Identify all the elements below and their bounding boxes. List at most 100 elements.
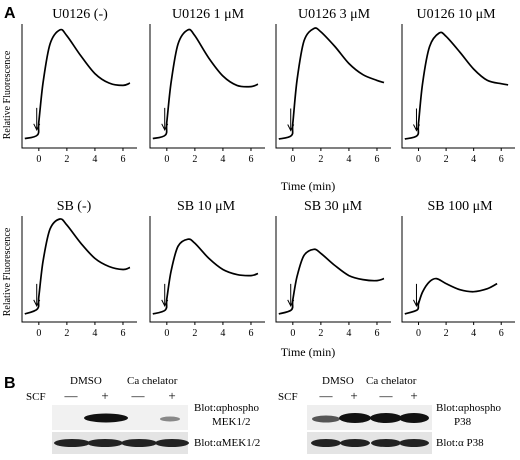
right-blot2-label: Blot:α P38 <box>436 437 484 449</box>
left-dmso-label: DMSO <box>70 375 102 387</box>
x-tick-label: 0 <box>416 328 421 339</box>
fluorescence-trace <box>278 27 385 140</box>
band-mek-3 <box>121 439 157 447</box>
panel-b-letter: B <box>4 375 16 392</box>
fluorescence-plot-5: 0 2 4 6 <box>21 216 137 339</box>
x-tick-label: 0 <box>36 328 41 339</box>
right-chelator-label: Ca chelator <box>366 375 417 387</box>
panel-a-letter: A <box>4 5 16 22</box>
fluorescence-trace <box>152 28 259 140</box>
x-tick-label: 6 <box>374 154 379 165</box>
left-blot1-label-line2: MEK1/2 <box>212 416 251 428</box>
x-axis-label-row1: Time (min) <box>281 179 336 193</box>
x-tick-label: 0 <box>290 328 295 339</box>
band-p38-4 <box>399 439 429 447</box>
panel-b: B DMSO Ca chelator SCF — + — + Blot:αpho… <box>4 375 502 454</box>
left-chelator-label: Ca chelator <box>127 375 178 387</box>
x-tick-label: 4 <box>471 154 476 165</box>
stimulus-arrow <box>161 107 169 131</box>
fluorescence-plot-8: 0 2 4 6 <box>401 216 515 339</box>
x-tick-label: 2 <box>192 154 197 165</box>
fluorescence-trace <box>278 248 385 315</box>
x-tick-label: 4 <box>346 328 351 339</box>
x-tick-label: 0 <box>164 154 169 165</box>
left-blot1-label-line1: Blot:αphospho <box>194 402 260 414</box>
band-p38-1 <box>311 439 341 447</box>
x-tick-label: 4 <box>92 328 97 339</box>
right-sign-1: — <box>319 388 334 403</box>
band-phospho-p38-2 <box>339 413 371 423</box>
right-sign-4: + <box>410 388 417 403</box>
x-tick-label: 2 <box>64 154 69 165</box>
fluorescence-plot-7: 0 2 4 6 <box>275 216 391 339</box>
left-sign-4: + <box>168 388 175 403</box>
fluorescence-plot-4: 0 2 4 6 <box>401 24 515 165</box>
plot-title-u0126-control: U0126 (-) <box>52 7 108 22</box>
plot-title-u0126-1um: U0126 1 μM <box>172 7 245 22</box>
x-tick-label: 2 <box>318 328 323 339</box>
x-tick-label: 0 <box>164 328 169 339</box>
stimulus-arrow <box>33 107 41 131</box>
band-p38-2 <box>340 439 370 447</box>
y-axis-label-row2: Relative Fluorescence <box>2 227 13 316</box>
y-axis-label-row1: Relative Fluorescence <box>2 50 13 139</box>
left-blot2-label: Blot:αMEK1/2 <box>194 437 260 449</box>
x-tick-label: 6 <box>248 328 253 339</box>
plot-title-sb-30um: SB 30 μM <box>304 199 363 214</box>
fluorescence-trace <box>404 277 498 315</box>
x-tick-label: 6 <box>120 328 125 339</box>
x-tick-label: 0 <box>36 154 41 165</box>
fluorescence-trace <box>24 28 131 140</box>
right-dmso-label: DMSO <box>322 375 354 387</box>
plot-axes <box>401 216 515 323</box>
plot-title-sb-10um: SB 10 μM <box>177 199 236 214</box>
chart-grid: 0 2 4 6 0 2 4 6 0 2 4 6 0 2 4 6 0 2 4 6 0 2 4 6 0 2 4 6 0 2 4 6 <box>21 24 515 339</box>
right-blot1-label-line1: Blot:αphospho <box>436 402 502 414</box>
x-tick-label: 0 <box>290 154 295 165</box>
x-tick-label: 4 <box>220 328 225 339</box>
stimulus-arrow <box>33 283 41 308</box>
x-tick-label: 2 <box>444 328 449 339</box>
plot-axes <box>275 216 391 323</box>
left-sign-2: + <box>101 388 108 403</box>
band-mek-1 <box>54 439 90 447</box>
plot-axes <box>275 24 391 149</box>
plot-axes <box>149 24 265 149</box>
plot-axes <box>149 216 265 323</box>
right-scf-label: SCF <box>278 391 298 403</box>
blot-group-mek: DMSO Ca chelator SCF — + — + Blot:αphosp… <box>26 375 260 454</box>
plot-title-sb-100um: SB 100 μM <box>427 199 493 214</box>
fluorescence-plot-1: 0 2 4 6 <box>21 24 137 165</box>
band-mek-2 <box>87 439 123 447</box>
plot-axes <box>21 216 137 323</box>
x-tick-label: 4 <box>220 154 225 165</box>
plot-title-sb-control: SB (-) <box>57 199 92 214</box>
fluorescence-plot-6: 0 2 4 6 <box>149 216 265 339</box>
fluorescence-trace <box>404 31 509 140</box>
band-phospho-p38-4 <box>399 413 429 423</box>
band-phospho-p38-1 <box>312 415 340 423</box>
fluorescence-plot-3: 0 2 4 6 <box>275 24 391 165</box>
x-tick-label: 0 <box>416 154 421 165</box>
plot-axes <box>21 24 137 149</box>
plot-title-u0126-10um: U0126 10 μM <box>416 7 496 22</box>
x-tick-label: 2 <box>192 328 197 339</box>
x-tick-label: 6 <box>374 328 379 339</box>
x-tick-label: 4 <box>471 328 476 339</box>
fluorescence-trace <box>24 218 131 315</box>
right-blot1-label-line2: P38 <box>454 416 472 428</box>
fluorescence-plot-2: 0 2 4 6 <box>149 24 265 165</box>
x-tick-label: 2 <box>444 154 449 165</box>
stimulus-arrow <box>413 108 420 132</box>
right-sign-2: + <box>350 388 357 403</box>
band-phospho-mek-chelator-scf <box>160 416 180 422</box>
left-sign-1: — <box>64 388 79 403</box>
stimulus-arrow <box>413 283 420 308</box>
band-mek-4 <box>155 439 189 447</box>
x-tick-label: 6 <box>248 154 253 165</box>
x-tick-label: 6 <box>499 328 504 339</box>
band-p38-3 <box>371 439 401 447</box>
left-sign-3: — <box>131 388 146 403</box>
x-tick-label: 4 <box>92 154 97 165</box>
